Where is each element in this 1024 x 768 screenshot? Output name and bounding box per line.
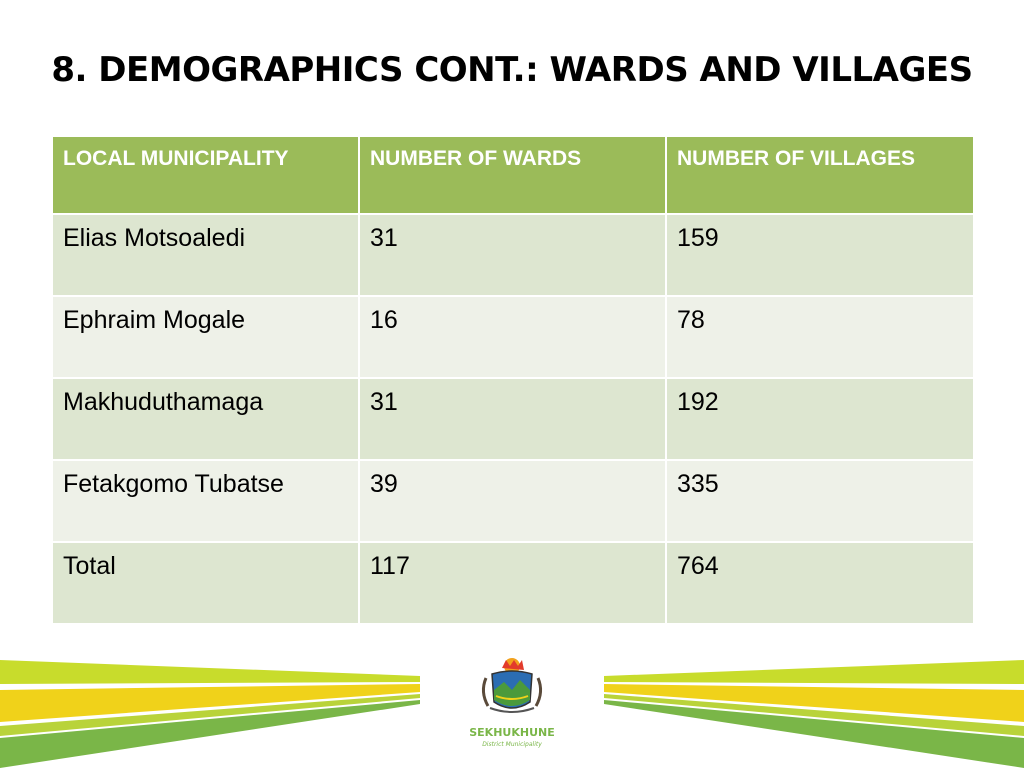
- left-stripe-lime: [0, 660, 420, 684]
- municipality-cell: Fetakgomo Tubatse: [51, 459, 360, 543]
- table-row: Ephraim Mogale 16 78: [51, 295, 975, 379]
- left-stripes: [0, 660, 420, 768]
- municipality-cell: Elias Motsoaledi: [51, 213, 360, 297]
- table-row: Makhuduthamaga 31 192: [51, 377, 975, 461]
- left-stripe-lime2: [0, 694, 420, 736]
- header-number-of-wards: NUMBER OF WARDS: [358, 135, 667, 215]
- wards-cell: 117: [358, 541, 667, 625]
- villages-cell: 78: [665, 295, 975, 379]
- wards-cell: 31: [358, 377, 667, 461]
- municipality-cell: Ephraim Mogale: [51, 295, 360, 379]
- right-stripe-lime: [604, 660, 1024, 684]
- villages-cell: 764: [665, 541, 975, 625]
- logo-subtitle: District Municipality: [482, 741, 542, 748]
- header-local-municipality: LOCAL MUNICIPALITY: [51, 135, 360, 215]
- right-stripe-yellow: [604, 684, 1024, 722]
- right-stripes: [604, 660, 1024, 768]
- villages-cell: 159: [665, 213, 975, 297]
- left-stripe-yellow: [0, 684, 420, 722]
- slide-title: 8. DEMOGRAPHICS CONT.: WARDS AND VILLAGE…: [51, 50, 973, 90]
- table-header-row: LOCAL MUNICIPALITY NUMBER OF WARDS NUMBE…: [51, 135, 975, 215]
- left-stripe-green: [0, 700, 420, 768]
- villages-cell: 192: [665, 377, 975, 461]
- right-stripe-green: [604, 700, 1024, 768]
- municipality-cell: Total: [51, 541, 360, 625]
- footer-banner: SEKHUKHUNE District Municipality: [0, 658, 1024, 768]
- header-number-of-villages: NUMBER OF VILLAGES: [665, 135, 975, 215]
- municipality-cell: Makhuduthamaga: [51, 377, 360, 461]
- villages-cell: 335: [665, 459, 975, 543]
- wards-cell: 39: [358, 459, 667, 543]
- logo-name: SEKHUKHUNE: [469, 726, 554, 739]
- wards-villages-table: LOCAL MUNICIPALITY NUMBER OF WARDS NUMBE…: [51, 135, 975, 625]
- table-row-total: Total 117 764: [51, 541, 975, 625]
- wards-cell: 16: [358, 295, 667, 379]
- sekhukhune-crest-icon: [481, 658, 543, 713]
- table-row: Fetakgomo Tubatse 39 335: [51, 459, 975, 543]
- right-stripe-lime2: [604, 694, 1024, 736]
- table-row: Elias Motsoaledi 31 159: [51, 213, 975, 297]
- wards-cell: 31: [358, 213, 667, 297]
